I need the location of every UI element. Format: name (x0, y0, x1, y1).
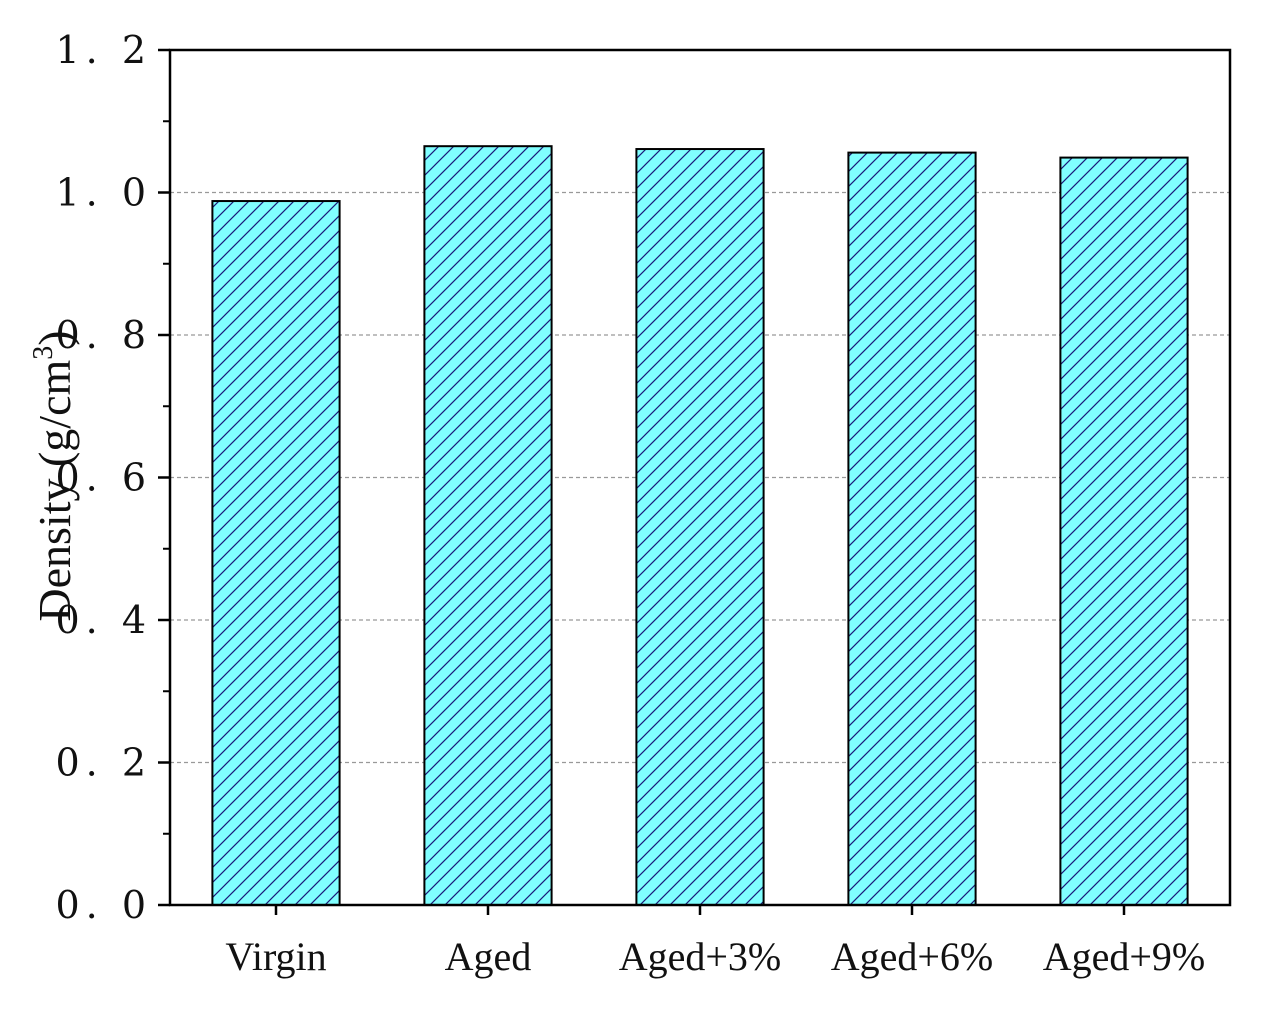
bar-aged-6- (847, 151, 977, 907)
x-category-label: Virgin (225, 934, 326, 979)
y-tick-label: 0. 8 (55, 313, 152, 357)
y-axis-ticks (158, 48, 170, 907)
y-axis-title-main: Density (g/cm (29, 360, 80, 622)
bars (211, 145, 1189, 907)
y-tick-label: 1. 2 (55, 28, 152, 72)
y-tick-label: 0. 6 (55, 456, 152, 500)
x-category-label: Aged (445, 934, 532, 979)
bar-aged-3- (635, 148, 765, 907)
y-axis-title: Density (g/cm3) (28, 330, 80, 621)
gridlines (170, 191, 1230, 764)
y-axis-tick-labels: 0. 0 0. 2 0. 4 0. 6 0. 8 1. 0 1. 2 (55, 28, 152, 927)
bar-aged (423, 145, 553, 906)
x-category-label: Aged+6% (831, 934, 994, 979)
x-axis-category-labels: Virgin Aged Aged+3% Aged+6% Aged+9% (225, 934, 1205, 979)
bar-virgin (211, 200, 341, 907)
y-tick-label: 1. 0 (55, 171, 152, 215)
x-axis-ticks (274, 905, 1126, 915)
y-tick-label: 0. 4 (55, 598, 152, 642)
bar-aged-9- (1059, 156, 1189, 906)
y-axis-title-end: ) (29, 330, 80, 345)
y-axis-title-superscript: 3 (28, 346, 59, 360)
y-tick-label: 0. 2 (55, 741, 152, 785)
x-category-label: Aged+3% (619, 934, 782, 979)
x-category-label: Aged+9% (1043, 934, 1206, 979)
y-tick-label: 0. 0 (55, 883, 152, 927)
